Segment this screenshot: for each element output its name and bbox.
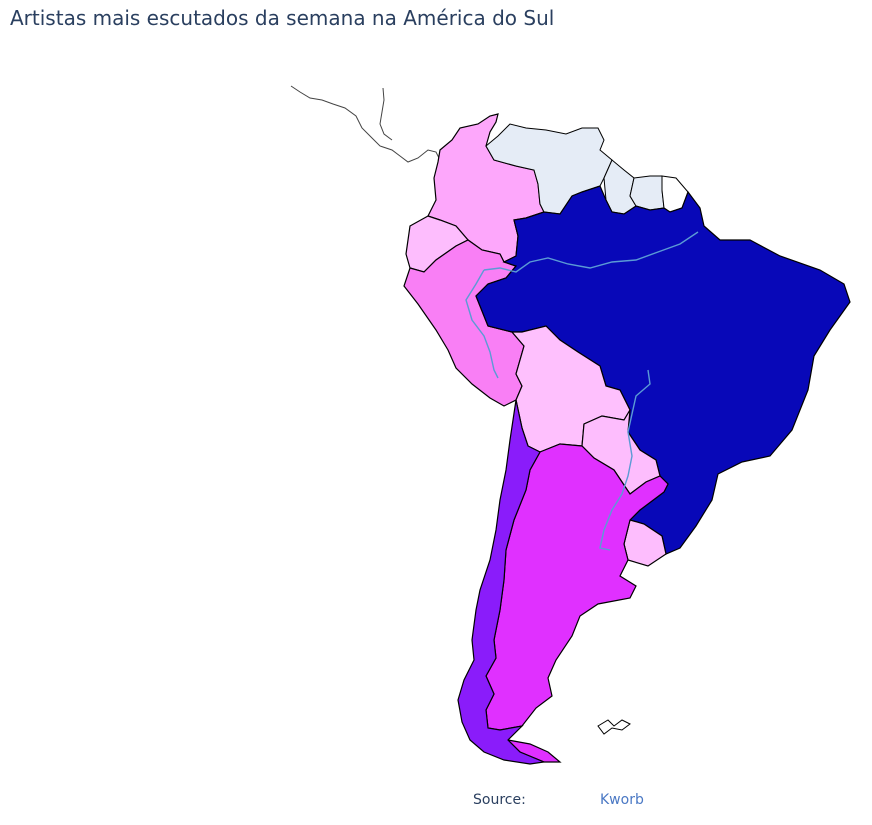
source-link[interactable]: Kworb	[600, 792, 644, 808]
central-america-outline	[290, 85, 441, 163]
chart-title: Artistas mais escutados da semana na Amé…	[10, 6, 555, 30]
map-region[interactable]	[629, 175, 665, 211]
source-label: Source:	[473, 792, 526, 808]
map-region[interactable]	[597, 719, 631, 735]
map-region[interactable]	[457, 399, 547, 765]
ucayali-river	[465, 269, 499, 379]
amazon-river	[483, 231, 699, 273]
parana-river	[599, 369, 651, 551]
